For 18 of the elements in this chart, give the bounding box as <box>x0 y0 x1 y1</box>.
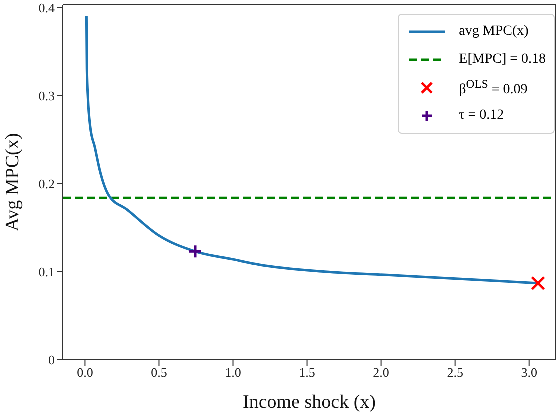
x-tick-label: 0.5 <box>151 365 168 380</box>
x-tick-label: 1.5 <box>299 365 316 380</box>
y-axis-title: Avg MPC(x) <box>2 133 24 232</box>
legend-label: β$^{OLS}$ = 0.09 <box>459 78 528 98</box>
x-tick-label: 2.5 <box>447 365 464 380</box>
x-tick-label: 0.0 <box>77 365 94 380</box>
x-axis-title: Income shock (x) <box>243 392 376 413</box>
x-tick-label: 1.0 <box>225 365 242 380</box>
legend-label: τ = 0.12 <box>459 108 504 124</box>
x-tick-label: 3.0 <box>521 365 538 380</box>
y-tick-label: 0.1 <box>38 264 55 280</box>
legend-label: avg MPC(x) <box>459 24 529 40</box>
y-tick-label: 0.4 <box>38 0 56 16</box>
legend-label: E[MPC] = 0.18 <box>459 52 546 68</box>
y-tick-label: 0.2 <box>38 176 55 192</box>
y-tick-label: 0 <box>48 352 55 368</box>
x-tick-label: 2.0 <box>373 365 390 380</box>
y-tick-label: 0.3 <box>38 88 55 104</box>
